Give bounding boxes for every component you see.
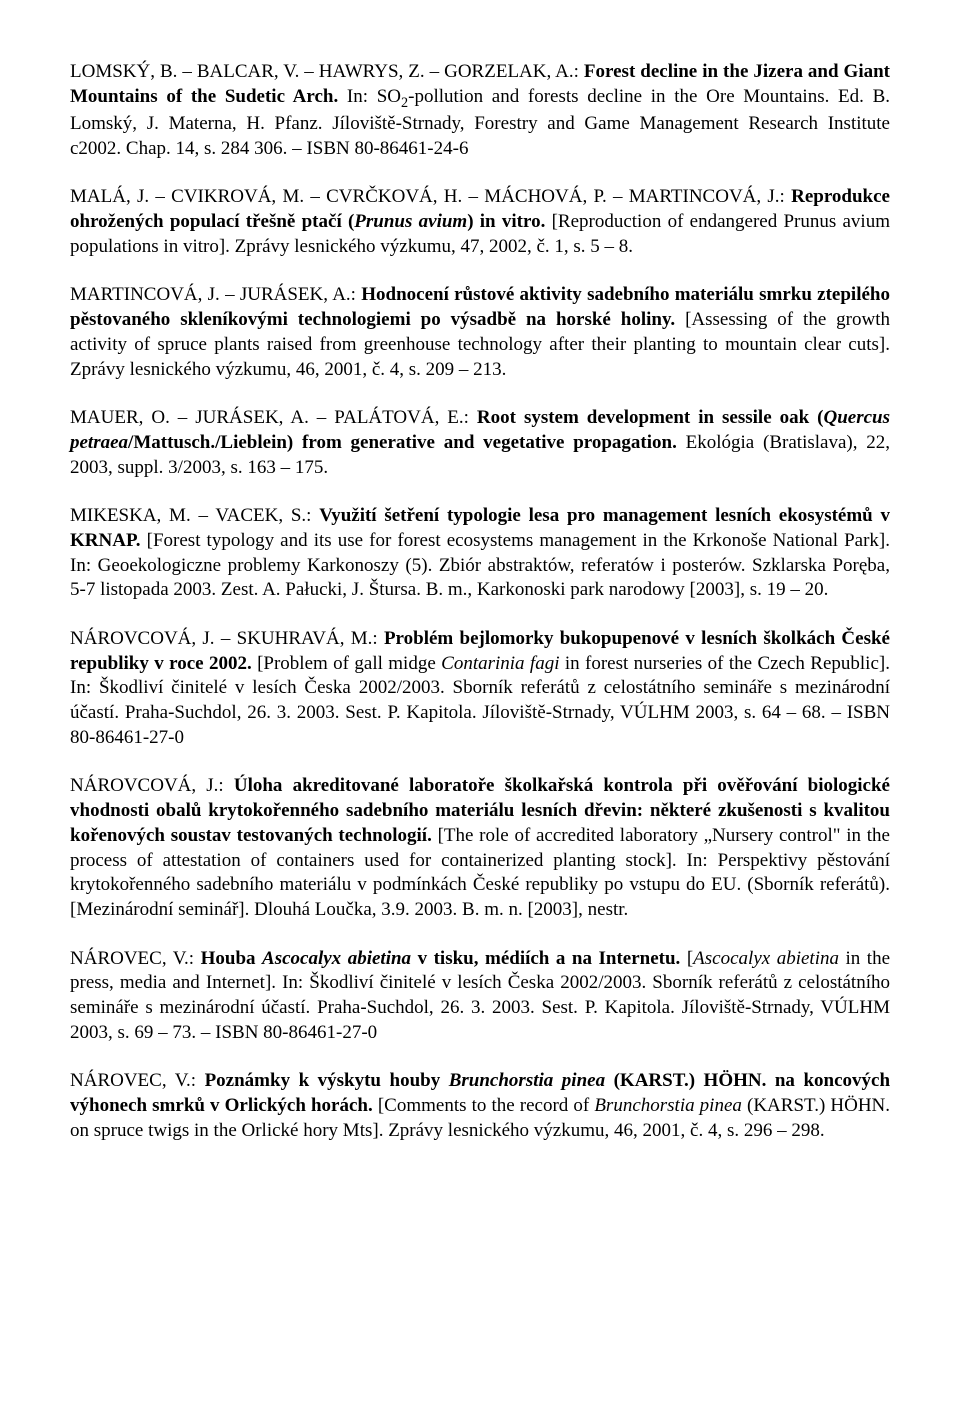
bibliography-entry: MIKESKA, M. – VACEK, S.: Využití šetření…: [70, 504, 890, 603]
authors: NÁROVEC, V.:: [70, 948, 201, 969]
post-pre: In: SO: [338, 86, 401, 107]
bibliography-entry: NÁROVEC, V.: Houba Ascocalyx abietina v …: [70, 947, 890, 1046]
post-italic: Contarinia fagi: [441, 653, 559, 674]
authors: MAUER, O. – JURÁSEK, A. – PALÁTOVÁ, E.:: [70, 407, 477, 428]
bibliography-entry: LOMSKÝ, B. – BALCAR, V. – HAWRYS, Z. – G…: [70, 60, 890, 161]
title-post: /Mattusch./Lieblein) from generative and…: [128, 432, 677, 453]
post-italic: Brunchorstia pinea: [594, 1095, 742, 1116]
bibliography-entry: MARTINCOVÁ, J. – JURÁSEK, A.: Hodnocení …: [70, 283, 890, 382]
title-pre: Root system development in sessile oak (: [477, 407, 824, 428]
post-pre: [Comments to the record of: [373, 1095, 595, 1116]
bibliography-entry: NÁROVEC, V.: Poznámky k výskytu houby Br…: [70, 1069, 890, 1143]
post-pre: [Problem of gall midge: [252, 653, 441, 674]
post-italic: Ascocalyx abietina: [693, 948, 839, 969]
post-pre: [: [680, 948, 693, 969]
authors: NÁROVEC, V.:: [70, 1070, 205, 1091]
bibliography-entry: MALÁ, J. – CVIKROVÁ, M. – CVRČKOVÁ, H. –…: [70, 185, 890, 259]
title-pre: Houba: [201, 948, 262, 969]
authors: MALÁ, J. – CVIKROVÁ, M. – CVRČKOVÁ, H. –…: [70, 186, 791, 207]
post: [Forest typology and its use for forest …: [70, 530, 890, 600]
bibliography-entry: MAUER, O. – JURÁSEK, A. – PALÁTOVÁ, E.: …: [70, 406, 890, 480]
title-italic: Prunus avium: [354, 211, 467, 232]
bibliography-entry: NÁROVCOVÁ, J.: Úloha akreditované labora…: [70, 774, 890, 922]
title-post: ) in vitro.: [467, 211, 545, 232]
authors: LOMSKÝ, B. – BALCAR, V. – HAWRYS, Z. – G…: [70, 61, 584, 82]
authors: MIKESKA, M. – VACEK, S.:: [70, 505, 319, 526]
title-pre: Poznámky k výskytu houby: [205, 1070, 449, 1091]
title-post: v tisku, médiích a na Internetu.: [411, 948, 680, 969]
bibliography-entry: NÁROVCOVÁ, J. – SKUHRAVÁ, M.: Problém be…: [70, 627, 890, 750]
authors: NÁROVCOVÁ, J. – SKUHRAVÁ, M.:: [70, 628, 384, 649]
title-italic: Brunchorstia pinea: [449, 1070, 605, 1091]
authors: NÁROVCOVÁ, J.:: [70, 775, 234, 796]
authors: MARTINCOVÁ, J. – JURÁSEK, A.:: [70, 284, 361, 305]
title-italic: Ascocalyx abietina: [262, 948, 411, 969]
